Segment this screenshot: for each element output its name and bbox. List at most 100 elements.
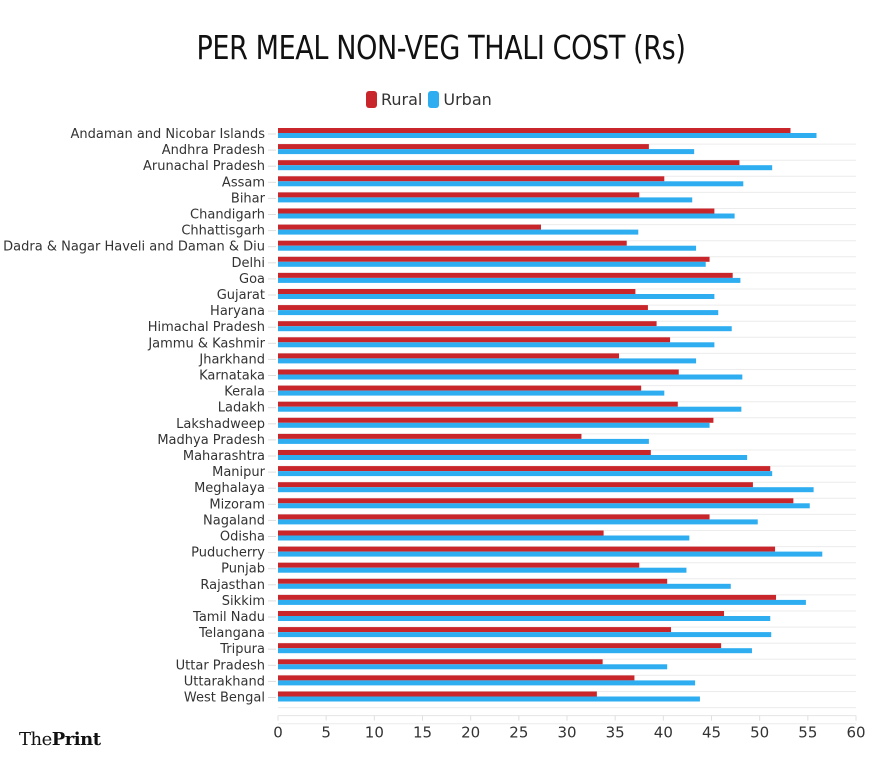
brand-bold: Print (51, 729, 101, 750)
category-label: Andhra Pradesh (162, 143, 265, 158)
category-label: Himachal Pradesh (148, 320, 265, 335)
bar-urban (278, 133, 817, 138)
x-tick-label: 35 (606, 724, 625, 742)
category-label: Bihar (231, 191, 266, 206)
category-label: Lakshadweep (176, 417, 265, 432)
bar-urban (278, 342, 715, 348)
legend-item-rural[interactable]: Rural (366, 90, 422, 109)
bar-urban (278, 245, 697, 251)
x-tick-label: 0 (273, 724, 283, 742)
chart-title: PER MEAL NON-VEG THALI COST (Rs) (196, 28, 686, 67)
category-label: Delhi (232, 256, 265, 271)
category-label: Goa (239, 272, 265, 287)
bar-urban (278, 197, 693, 203)
bar-urban (278, 503, 810, 509)
bar-rural (278, 256, 710, 262)
category-label: Dadra & Nagar Haveli and Daman & Diu (3, 240, 265, 255)
bar-urban (278, 406, 742, 412)
bar-urban (278, 438, 649, 444)
bar-urban (278, 358, 697, 364)
legend-item-urban[interactable]: Urban (428, 90, 492, 109)
bar-rural (278, 144, 649, 150)
category-label: Assam (222, 175, 265, 190)
bar-rural (278, 401, 678, 407)
bar-urban (278, 326, 732, 332)
legend-swatch-rural (366, 91, 377, 108)
legend-label-rural: Rural (381, 90, 423, 109)
category-label: Madhya Pradesh (157, 433, 265, 448)
bar-rural (278, 691, 597, 697)
category-label: Meghalaya (194, 481, 265, 496)
x-tick-label: 45 (702, 724, 721, 742)
category-label: Manipur (212, 465, 266, 480)
x-tick-label: 30 (557, 724, 576, 742)
bar-rural (278, 546, 776, 552)
x-tick-label: 10 (365, 724, 384, 742)
category-label: Mizoram (209, 497, 265, 512)
bar-urban (278, 616, 771, 621)
bar-rural (278, 466, 771, 472)
bar-rural (278, 594, 777, 600)
category-label: Gujarat (217, 288, 265, 303)
bar-urban (278, 632, 772, 638)
bar-rural (278, 128, 791, 133)
category-label: Puducherry (191, 546, 265, 561)
x-tick-label: 20 (461, 724, 480, 742)
bar-rural (278, 482, 753, 488)
bar-urban (278, 567, 687, 573)
brand-prefix: The (19, 729, 52, 750)
bar-urban (278, 165, 773, 171)
x-tick-label: 40 (654, 724, 673, 742)
bar-rural (278, 417, 714, 423)
bar-rural (278, 514, 710, 520)
bar-urban (278, 213, 735, 219)
legend-swatch-urban (428, 91, 440, 108)
bar-rural (278, 643, 722, 649)
bar-urban (278, 390, 665, 396)
bar-urban (278, 648, 752, 654)
bar-urban (278, 487, 814, 493)
bar-rural (278, 369, 679, 375)
bar-rural (278, 176, 665, 182)
bar-urban (278, 455, 748, 460)
bar-urban (278, 310, 719, 316)
bar-rural (278, 240, 627, 246)
category-label: Rajasthan (200, 578, 265, 593)
category-label: Punjab (221, 562, 265, 577)
bar-urban (278, 535, 690, 541)
bar-rural (278, 498, 794, 504)
x-tick-label: 15 (413, 724, 432, 742)
bar-rural (278, 385, 642, 391)
bar-rural (278, 337, 671, 343)
bar-urban (278, 680, 696, 686)
bar-rural (278, 192, 640, 198)
bar-rural (278, 562, 640, 568)
bar-rural (278, 433, 582, 439)
bar-urban (278, 229, 639, 235)
category-label: Kerala (224, 385, 265, 400)
category-label: Jharkhand (198, 352, 265, 367)
bar-urban (278, 599, 806, 605)
bar-urban (278, 519, 758, 525)
category-label: Maharashtra (183, 449, 265, 464)
category-label: Andaman and Nicobar Islands (70, 127, 265, 142)
bar-urban (278, 294, 715, 299)
bar-rural (278, 224, 541, 230)
bar-urban (278, 696, 700, 702)
bar-rural (278, 160, 740, 166)
bar-urban (278, 374, 743, 380)
bar-rural (278, 611, 725, 616)
bar-rural (278, 208, 715, 214)
category-label: Ladakh (218, 401, 265, 416)
category-label: Arunachal Pradesh (143, 159, 265, 174)
bar-rural (278, 659, 603, 665)
category-label: Odisha (220, 530, 265, 545)
bar-rural (278, 353, 620, 359)
bar-urban (278, 277, 741, 283)
bar-rural (278, 450, 651, 455)
bar-urban (278, 551, 823, 557)
category-label: Uttar Pradesh (176, 658, 265, 673)
x-tick-label: 25 (509, 724, 528, 742)
bar-urban (278, 422, 710, 428)
